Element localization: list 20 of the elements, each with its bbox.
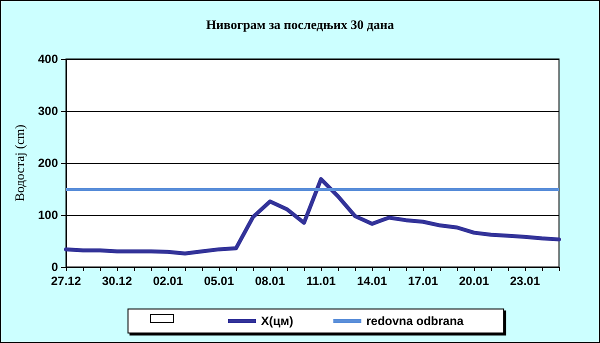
x-tick-label: 08.01 — [254, 274, 286, 288]
y-axis-title: Водостај (cm) — [12, 124, 27, 202]
x-tick-label: 20.01 — [458, 274, 490, 288]
x-tick-label: 02.01 — [152, 274, 184, 288]
legend-label: redovna odbrana — [366, 314, 464, 328]
y-tick-label: 300 — [38, 104, 58, 118]
x-tick-label: 30.12 — [102, 274, 132, 288]
x-tick-label: 11.01 — [306, 274, 336, 288]
legend-label: X(цм) — [261, 314, 294, 328]
x-tick-label: 17.01 — [408, 274, 438, 288]
y-tick-label: 100 — [38, 208, 58, 222]
chart-title: Нивограм за последњих 30 дана — [206, 17, 394, 32]
x-tick-label: 05.01 — [204, 274, 234, 288]
y-tick-label: 200 — [38, 156, 58, 170]
y-tick-label: 400 — [38, 52, 58, 66]
line-series — [64, 177, 561, 256]
x-tick-label: 27.12 — [50, 274, 82, 288]
x-tick-label: 23.01 — [510, 274, 540, 288]
x-tick-label: 14.01 — [356, 274, 388, 288]
y-tick-label: 0 — [51, 260, 58, 274]
